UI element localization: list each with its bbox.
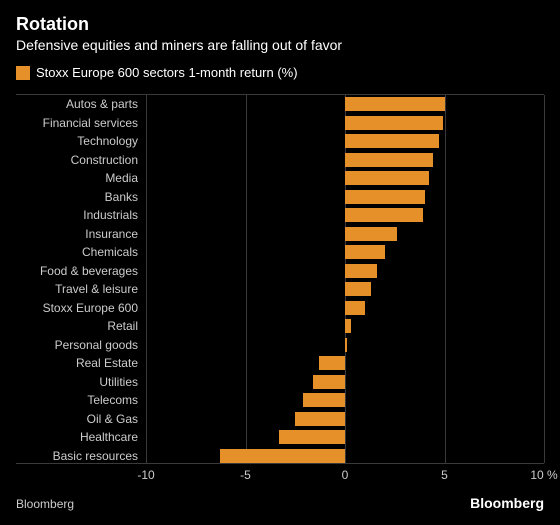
bar — [345, 301, 365, 315]
chart-row: Stoxx Europe 600 — [16, 299, 544, 318]
chart-title: Rotation — [0, 0, 560, 37]
chart-row: Construction — [16, 151, 544, 170]
category-label: Media — [16, 171, 146, 185]
category-label: Stoxx Europe 600 — [16, 301, 146, 315]
row-track — [146, 151, 544, 170]
bar — [345, 208, 423, 222]
chart-row: Basic resources — [16, 447, 544, 466]
category-label: Personal goods — [16, 338, 146, 352]
row-track — [146, 206, 544, 225]
row-track — [146, 280, 544, 299]
bar — [279, 430, 345, 444]
x-axis: -10-50510 % — [16, 464, 544, 486]
chart-row: Healthcare — [16, 428, 544, 447]
bar — [345, 116, 443, 130]
chart-row: Financial services — [16, 114, 544, 133]
row-track — [146, 428, 544, 447]
row-track — [146, 188, 544, 207]
bar — [345, 319, 351, 333]
chart-row: Autos & parts — [16, 95, 544, 114]
bar — [345, 338, 347, 352]
category-label: Retail — [16, 319, 146, 333]
row-track — [146, 373, 544, 392]
row-track — [146, 114, 544, 133]
bar — [345, 134, 439, 148]
x-tick-label: -5 — [240, 468, 251, 482]
legend-swatch — [16, 66, 30, 80]
row-track — [146, 410, 544, 429]
bar — [303, 393, 345, 407]
row-track — [146, 447, 544, 466]
chart-row: Banks — [16, 188, 544, 207]
bar — [345, 245, 385, 259]
chart-row: Travel & leisure — [16, 280, 544, 299]
category-label: Telecoms — [16, 393, 146, 407]
bar — [345, 282, 371, 296]
chart-row: Insurance — [16, 225, 544, 244]
category-label: Technology — [16, 134, 146, 148]
chart-row: Technology — [16, 132, 544, 151]
chart-row: Chemicals — [16, 243, 544, 262]
chart-area: Autos & parts Financial services Technolog… — [16, 94, 544, 486]
row-track — [146, 391, 544, 410]
row-track — [146, 243, 544, 262]
legend-label: Stoxx Europe 600 sectors 1-month return … — [36, 65, 298, 80]
category-label: Healthcare — [16, 430, 146, 444]
category-label: Oil & Gas — [16, 412, 146, 426]
bar — [345, 190, 425, 204]
x-tick-label: 10 % — [530, 468, 557, 482]
category-label: Banks — [16, 190, 146, 204]
category-label: Travel & leisure — [16, 282, 146, 296]
row-track — [146, 169, 544, 188]
category-label: Construction — [16, 153, 146, 167]
category-label: Food & beverages — [16, 264, 146, 278]
category-label: Chemicals — [16, 245, 146, 259]
category-label: Utilities — [16, 375, 146, 389]
category-label: Industrials — [16, 208, 146, 222]
row-track — [146, 354, 544, 373]
bar — [345, 171, 429, 185]
brand-label: Bloomberg — [470, 495, 544, 511]
category-label: Basic resources — [16, 449, 146, 463]
row-track — [146, 299, 544, 318]
legend: Stoxx Europe 600 sectors 1-month return … — [0, 61, 560, 88]
row-track — [146, 95, 544, 114]
chart-row: Industrials — [16, 206, 544, 225]
category-label: Financial services — [16, 116, 146, 130]
chart-container: Rotation Defensive equities and miners a… — [0, 0, 560, 525]
row-track — [146, 132, 544, 151]
row-track — [146, 317, 544, 336]
x-tick-label: 5 — [441, 468, 448, 482]
chart-row: Food & beverages — [16, 262, 544, 281]
source-label: Bloomberg — [16, 497, 74, 511]
bar — [345, 97, 445, 111]
chart-row: Retail — [16, 317, 544, 336]
x-tick-label: 0 — [342, 468, 349, 482]
x-tick-label: -10 — [137, 468, 154, 482]
row-track — [146, 262, 544, 281]
row-track — [146, 336, 544, 355]
category-label: Real Estate — [16, 356, 146, 370]
plot-area: Autos & parts Financial services Technolog… — [16, 94, 544, 464]
chart-row: Oil & Gas — [16, 410, 544, 429]
chart-row: Utilities — [16, 373, 544, 392]
chart-row: Media — [16, 169, 544, 188]
category-label: Insurance — [16, 227, 146, 241]
bar — [313, 375, 345, 389]
chart-row: Personal goods — [16, 336, 544, 355]
bar — [220, 449, 345, 463]
row-track — [146, 225, 544, 244]
bar — [295, 412, 345, 426]
grid-line — [544, 95, 545, 463]
chart-subtitle: Defensive equities and miners are fallin… — [0, 37, 560, 61]
bar — [345, 227, 397, 241]
chart-row: Telecoms — [16, 391, 544, 410]
chart-row: Real Estate — [16, 354, 544, 373]
category-label: Autos & parts — [16, 97, 146, 111]
bar — [319, 356, 345, 370]
bar — [345, 153, 433, 167]
bar — [345, 264, 377, 278]
